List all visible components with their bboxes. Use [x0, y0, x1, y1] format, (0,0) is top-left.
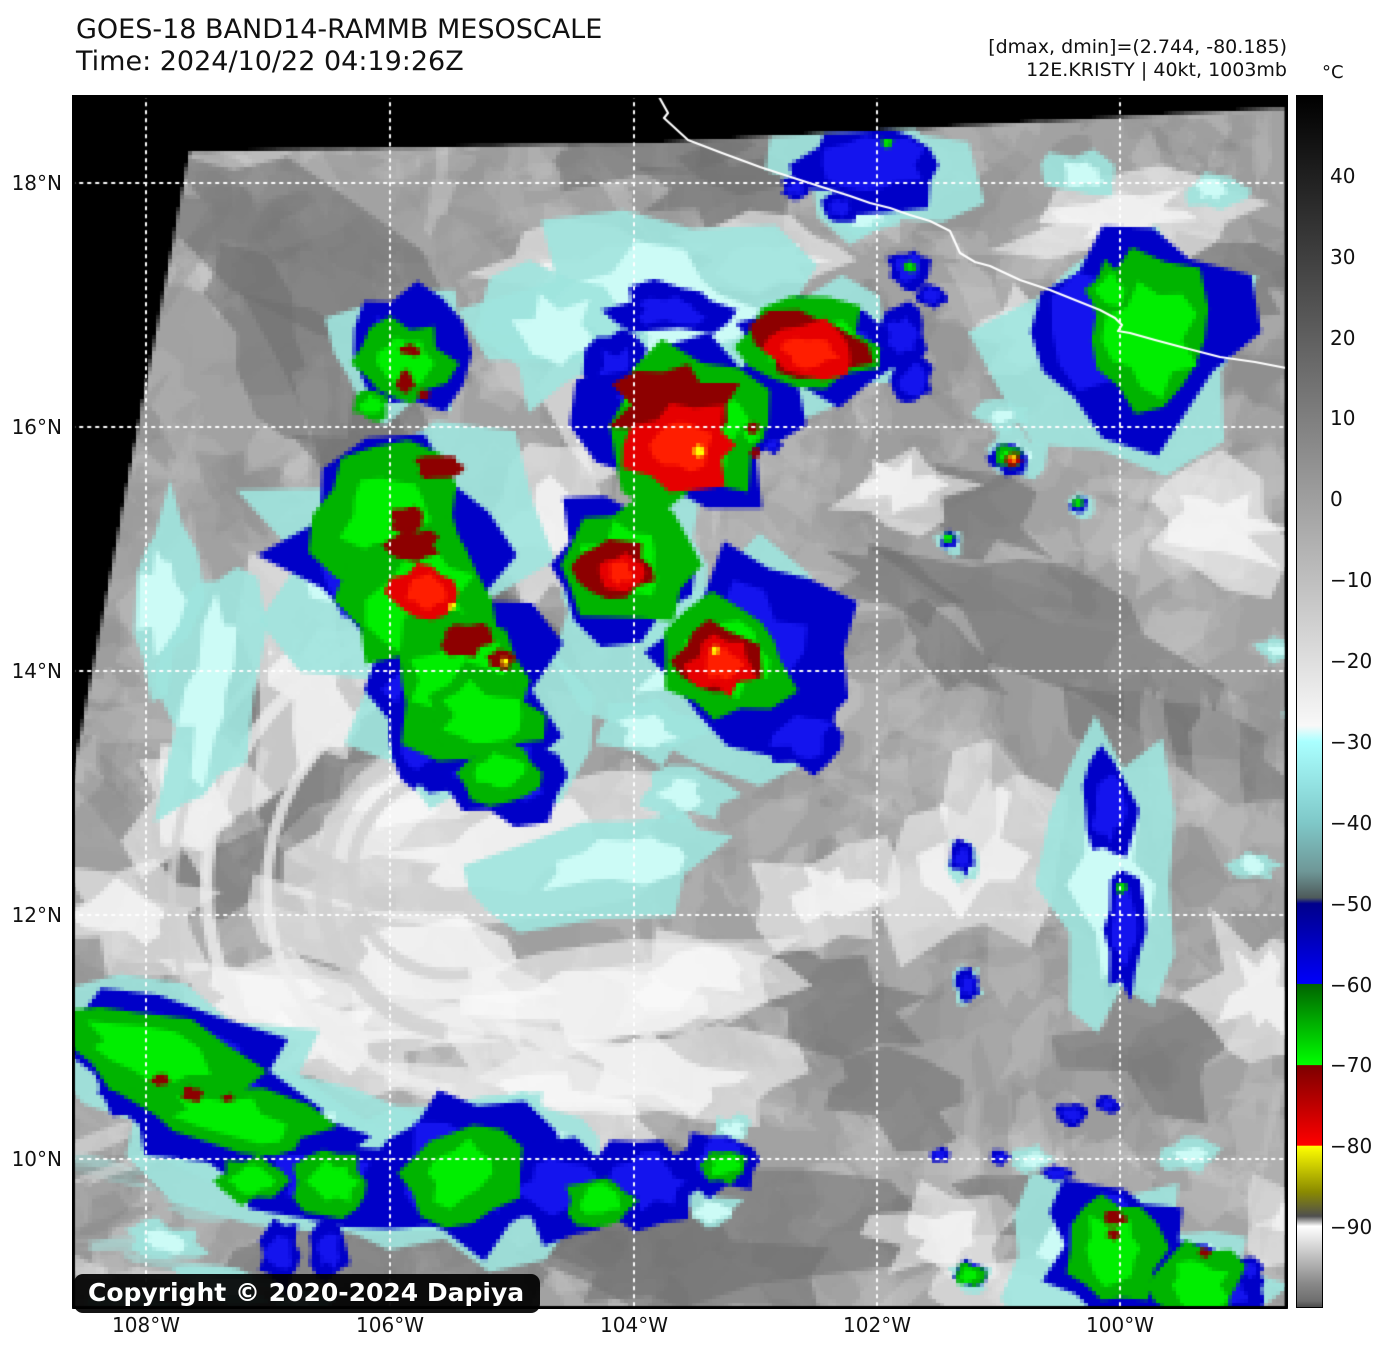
colorbar-tick--90: −90: [1330, 1215, 1373, 1240]
colorbar-tick-40: 40: [1330, 163, 1356, 188]
lat-label-18°N: 18°N: [11, 171, 62, 195]
colorbar-tick--30: −30: [1330, 729, 1373, 754]
colorbar-tick-20: 20: [1330, 325, 1356, 350]
lon-label-106°W: 106°W: [356, 1313, 424, 1337]
colorbar-tick--50: −50: [1330, 891, 1373, 916]
lat-label-14°N: 14°N: [11, 659, 62, 683]
colorbar-tick-0: 0: [1330, 487, 1343, 512]
storm-info: 12E.KRISTY | 40kt, 1003mb: [1026, 59, 1287, 81]
colorbar-tick-labels: 40 30 20 10 0 −10 −20 −30 −40 −50 −60 −70 −80 −90: [1330, 95, 1388, 1308]
colorbar-unit-label: °C: [1322, 62, 1344, 83]
lat-label-10°N: 10°N: [11, 1147, 62, 1171]
colorbar-tick--20: −20: [1330, 649, 1373, 674]
copyright-badge: Copyright © 2020-2024 Dapiya: [74, 1274, 541, 1313]
lon-label-104°W: 104°W: [600, 1313, 668, 1337]
dmax-dmin-readout: [dmax, dmin]=(2.744, -80.185): [988, 36, 1287, 58]
timestamp: Time: 2024/10/22 04:19:26Z: [76, 46, 464, 77]
title-block: GOES-18 BAND14-RAMMB MESOSCALE Time: 202…: [76, 14, 602, 78]
longitude-axis: 108°W 106°W 104°W 102°W 100°W: [0, 1313, 1390, 1343]
colorbar-tick--70: −70: [1330, 1053, 1373, 1078]
colorbar-tick-30: 30: [1330, 244, 1356, 269]
lon-label-102°W: 102°W: [843, 1313, 911, 1337]
lat-label-16°N: 16°N: [11, 415, 62, 439]
lon-label-108°W: 108°W: [112, 1313, 180, 1337]
product-title: GOES-18 BAND14-RAMMB MESOSCALE: [76, 14, 603, 45]
colorbar-tick-10: 10: [1330, 406, 1356, 431]
colorbar-tick--60: −60: [1330, 972, 1373, 997]
latitude-axis: 18°N 16°N 14°N 12°N 10°N: [0, 0, 66, 1359]
lon-label-100°W: 100°W: [1086, 1313, 1154, 1337]
colorbar-tick--10: −10: [1330, 568, 1373, 593]
colorbar-tick--80: −80: [1330, 1134, 1373, 1159]
satellite-image: [72, 95, 1288, 1309]
lat-label-12°N: 12°N: [11, 903, 62, 927]
colorbar-tick--40: −40: [1330, 810, 1373, 835]
meta-block: [dmax, dmin]=(2.744, -80.185) 12E.KRISTY…: [988, 36, 1287, 82]
temperature-colorbar: [1296, 95, 1323, 1308]
